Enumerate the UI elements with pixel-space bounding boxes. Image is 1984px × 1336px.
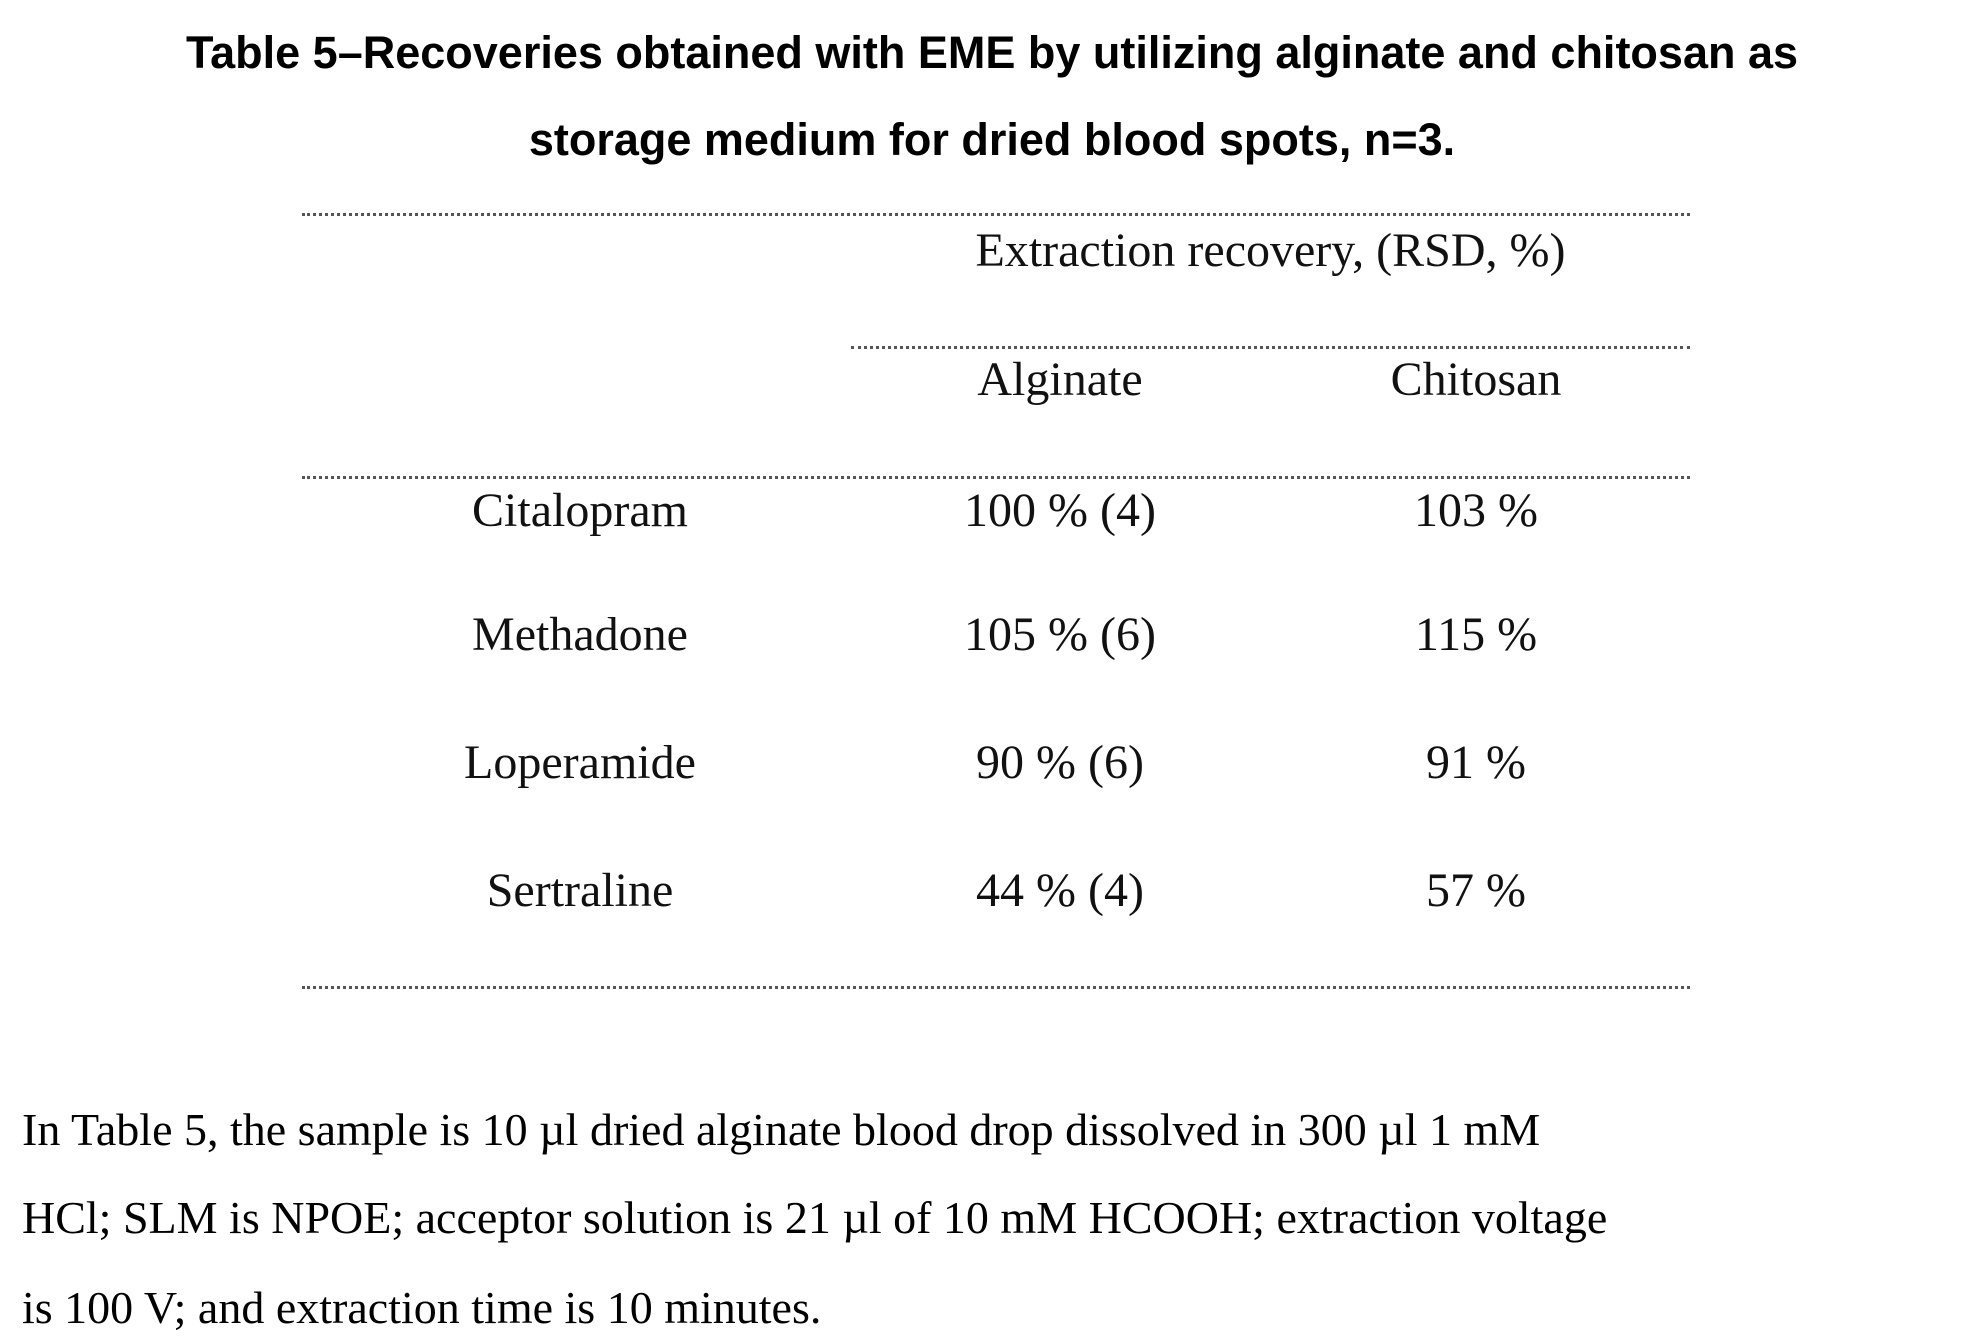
drug-name-cell: Methadone — [380, 607, 780, 663]
spanning-header-rule — [851, 346, 1690, 349]
table-title-line-2: storage medium for dried blood spots, n=… — [0, 113, 1984, 167]
alginate-value-cell: 100 % (4) — [860, 483, 1260, 539]
table-bottom-rule — [302, 986, 1690, 989]
drug-name-cell: Sertraline — [380, 863, 780, 919]
chitosan-value-cell: 103 % — [1276, 483, 1676, 539]
alginate-value-cell: 90 % (6) — [860, 735, 1260, 791]
header-bottom-rule — [302, 476, 1690, 479]
column-header-alginate: Alginate — [860, 352, 1260, 408]
note-line-1: In Table 5, the sample is 10 µl dried al… — [22, 1102, 1972, 1158]
alginate-value-cell: 44 % (4) — [860, 863, 1260, 919]
chitosan-value-cell: 115 % — [1276, 607, 1676, 663]
table-top-rule — [302, 213, 1690, 216]
spanning-header: Extraction recovery, (RSD, %) — [851, 223, 1690, 279]
drug-name-cell: Citalopram — [380, 483, 780, 539]
chitosan-value-cell: 91 % — [1276, 735, 1676, 791]
table-title-line-1: Table 5–Recoveries obtained with EME by … — [0, 26, 1984, 80]
alginate-value-cell: 105 % (6) — [860, 607, 1260, 663]
chitosan-value-cell: 57 % — [1276, 863, 1676, 919]
note-line-2: HCl; SLM is NPOE; acceptor solution is 2… — [22, 1190, 1972, 1246]
note-line-3: is 100 V; and extraction time is 10 minu… — [22, 1280, 1972, 1336]
column-header-chitosan: Chitosan — [1276, 352, 1676, 408]
drug-name-cell: Loperamide — [380, 735, 780, 791]
